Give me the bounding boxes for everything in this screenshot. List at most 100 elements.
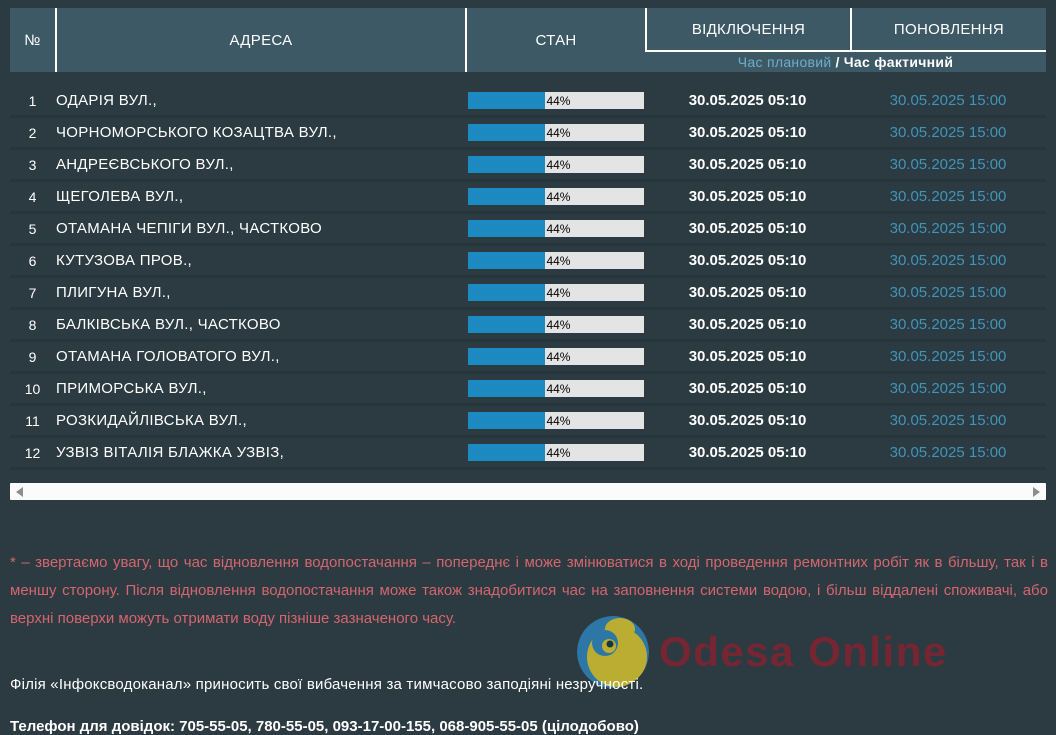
row-restoration-time: 30.05.2025 15:00	[889, 348, 1007, 365]
scroll-left-arrow-icon[interactable]	[16, 486, 23, 497]
row-state-cell: 44%	[465, 252, 645, 269]
row-restoration-time: 30.05.2025 15:00	[889, 156, 1007, 173]
row-restoration-time: 30.05.2025 15:00	[889, 252, 1007, 269]
progress-label: 44%	[546, 157, 571, 172]
row-state-cell: 44%	[465, 316, 645, 333]
row-number: 11	[25, 412, 40, 429]
table-row: 4 ЩЕГОЛЕВА ВУЛ., 44% 30.05.2025 05:10 30…	[10, 182, 1046, 214]
table-row: 11 РОЗКИДАЙЛІВСЬКА ВУЛ., 44% 30.05.2025 …	[10, 406, 1046, 438]
progress-label: 44%	[546, 125, 571, 140]
row-restoration-time: 30.05.2025 15:00	[889, 220, 1007, 237]
table-row: 2 ЧОРНОМОРСЬКОГО КОЗАЦТВА ВУЛ., 44% 30.0…	[10, 118, 1046, 150]
state-progressbar: 44%	[468, 444, 644, 461]
row-address: ОТАМАНА ГОЛОВАТОГО ВУЛ.,	[56, 348, 280, 365]
row-disconnection-time: 30.05.2025 05:10	[688, 380, 807, 397]
row-state-cell: 44%	[465, 220, 645, 237]
table-row: 5 ОТАМАНА ЧЕПІГИ ВУЛ., ЧАСТКОВО 44% 30.0…	[10, 214, 1046, 246]
row-number: 6	[28, 252, 37, 269]
odesa-online-watermark: Odesa Online	[577, 616, 948, 688]
row-address: ПЛИГУНА ВУЛ.,	[56, 284, 171, 301]
row-address: АНДРЕЄВСЬКОГО ВУЛ.,	[56, 156, 234, 173]
progress-fill	[468, 348, 546, 365]
progress-fill	[468, 92, 546, 109]
state-progressbar: 44%	[468, 156, 644, 173]
table-row: 6 КУТУЗОВА ПРОВ., 44% 30.05.2025 05:10 3…	[10, 246, 1046, 278]
progress-label: 44%	[546, 189, 571, 204]
row-restoration-time: 30.05.2025 15:00	[889, 188, 1007, 205]
row-state-cell: 44%	[465, 188, 645, 205]
state-progressbar: 44%	[468, 412, 644, 429]
state-progressbar: 44%	[468, 284, 644, 301]
progress-label: 44%	[546, 253, 571, 268]
table-row: 9 ОТАМАНА ГОЛОВАТОГО ВУЛ., 44% 30.05.202…	[10, 342, 1046, 374]
progress-fill	[468, 380, 546, 397]
row-number: 9	[28, 348, 37, 365]
row-address: УЗВІЗ ВІТАЛІЯ БЛАЖКА УЗВІЗ,	[56, 444, 285, 461]
row-disconnection-time: 30.05.2025 05:10	[688, 220, 807, 237]
progress-fill	[468, 220, 546, 237]
row-address: ЩЕГОЛЕВА ВУЛ.,	[56, 188, 184, 205]
row-number: 10	[24, 380, 41, 397]
row-state-cell: 44%	[465, 156, 645, 173]
column-header-disconnection: ВІДКЛЮЧЕННЯ	[645, 8, 850, 50]
table-row: 8 БАЛКІВСЬКА ВУЛ., ЧАСТКОВО 44% 30.05.20…	[10, 310, 1046, 342]
column-header-address: АДРЕСА	[55, 8, 465, 72]
row-disconnection-time: 30.05.2025 05:10	[688, 188, 807, 205]
outages-table-header: № АДРЕСА СТАН ВІДКЛЮЧЕННЯ ПОНОВЛЕННЯ Час…	[10, 8, 1046, 72]
row-number: 8	[28, 316, 37, 333]
progress-label: 44%	[546, 221, 571, 236]
row-state-cell: 44%	[465, 92, 645, 109]
table-row: 3 АНДРЕЄВСЬКОГО ВУЛ., 44% 30.05.2025 05:…	[10, 150, 1046, 182]
state-progressbar: 44%	[468, 316, 644, 333]
column-header-state: СТАН	[465, 8, 645, 72]
row-number: 12	[24, 444, 41, 461]
apology-text: Філія «Інфоксводоканал» приносить свої в…	[10, 676, 644, 693]
row-disconnection-time: 30.05.2025 05:10	[688, 92, 807, 109]
warning-text: * – звертаємо увагу, що час відновлення …	[10, 554, 1048, 627]
row-disconnection-time: 30.05.2025 05:10	[688, 348, 807, 365]
row-disconnection-time: 30.05.2025 05:10	[688, 124, 807, 141]
row-state-cell: 44%	[465, 380, 645, 397]
progress-fill	[468, 412, 546, 429]
progress-fill	[468, 316, 546, 333]
phone-info-text: Телефон для довідок: 705-55-05, 780-55-0…	[10, 718, 639, 735]
table-row: 7 ПЛИГУНА ВУЛ., 44% 30.05.2025 05:10 30.…	[10, 278, 1046, 310]
row-address: ПРИМОРСЬКА ВУЛ.,	[56, 380, 207, 397]
state-progressbar: 44%	[468, 252, 644, 269]
row-number: 3	[28, 156, 37, 173]
progress-fill	[468, 188, 546, 205]
row-state-cell: 44%	[465, 124, 645, 141]
row-address: ОДАРІЯ ВУЛ.,	[56, 92, 157, 109]
planned-time-label: Час плановий	[737, 54, 832, 70]
state-progressbar: 44%	[468, 220, 644, 237]
horizontal-scrollbar[interactable]	[10, 483, 1046, 500]
row-state-cell: 44%	[465, 444, 645, 461]
row-number: 2	[28, 124, 37, 141]
state-progressbar: 44%	[468, 188, 644, 205]
state-progressbar: 44%	[468, 380, 644, 397]
scroll-right-arrow-icon[interactable]	[1033, 486, 1040, 497]
progress-label: 44%	[546, 285, 571, 300]
state-progressbar: 44%	[468, 92, 644, 109]
outages-table-body: 1 ОДАРІЯ ВУЛ., 44% 30.05.2025 05:10 30.0…	[10, 86, 1046, 470]
column-header-number: №	[10, 8, 55, 72]
row-disconnection-time: 30.05.2025 05:10	[688, 156, 807, 173]
subheader-separator: /	[835, 54, 840, 70]
watermark-brand-text: Odesa Online	[659, 628, 948, 675]
actual-time-label: Час фактичний	[843, 54, 954, 70]
table-row: 1 ОДАРІЯ ВУЛ., 44% 30.05.2025 05:10 30.0…	[10, 86, 1046, 118]
column-header-restoration: ПОНОВЛЕННЯ	[850, 8, 1046, 50]
progress-fill	[468, 124, 546, 141]
row-address: ЧОРНОМОРСЬКОГО КОЗАЦТВА ВУЛ.,	[56, 124, 337, 141]
row-restoration-time: 30.05.2025 15:00	[889, 316, 1007, 333]
progress-fill	[468, 156, 546, 173]
table-row: 10 ПРИМОРСЬКА ВУЛ., 44% 30.05.2025 05:10…	[10, 374, 1046, 406]
table-row: 12 УЗВІЗ ВІТАЛІЯ БЛАЖКА УЗВІЗ, 44% 30.05…	[10, 438, 1046, 470]
row-state-cell: 44%	[465, 284, 645, 301]
state-progressbar: 44%	[468, 124, 644, 141]
progress-label: 44%	[546, 445, 571, 460]
odesa-online-logo-icon	[577, 616, 649, 688]
time-type-subheader: Час плановий / Час фактичний	[645, 50, 1046, 72]
row-disconnection-time: 30.05.2025 05:10	[688, 284, 807, 301]
progress-label: 44%	[546, 349, 571, 364]
